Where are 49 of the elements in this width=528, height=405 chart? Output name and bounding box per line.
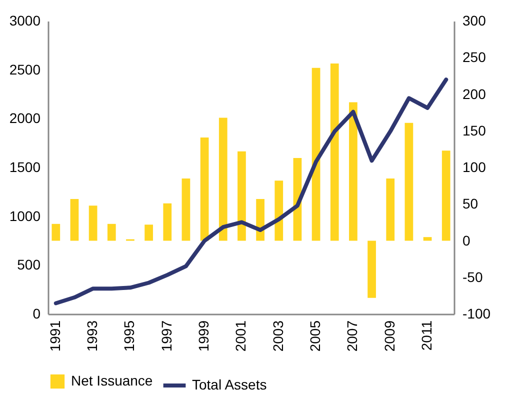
x-tick-label: 1997 xyxy=(158,320,174,352)
x-tick-label: 2009 xyxy=(381,320,398,352)
bar xyxy=(238,151,246,241)
bar xyxy=(88,206,98,241)
x-tick-label: 2003 xyxy=(270,320,286,352)
bar xyxy=(52,224,60,241)
y-tick-label: 500 xyxy=(17,256,41,273)
line-series xyxy=(54,78,448,306)
y-tick-label: 1500 xyxy=(9,159,41,175)
bar xyxy=(107,224,116,241)
y2-tick-label: -50 xyxy=(462,268,483,285)
bar xyxy=(200,137,209,241)
x-tick-label: 2001 xyxy=(232,320,249,352)
bar xyxy=(163,203,172,241)
bar xyxy=(330,63,339,241)
y2-tick-label: 200 xyxy=(462,86,486,102)
y2-tick-label: 300 xyxy=(462,12,486,28)
bar xyxy=(404,122,414,241)
x-tick-label: 2007 xyxy=(344,320,360,352)
y2-tick-label: -100 xyxy=(462,306,491,322)
bar xyxy=(182,178,190,241)
legend-label: Net Issuance xyxy=(71,372,153,388)
y2-tick-label: 50 xyxy=(462,196,478,212)
legend-label: Total Assets xyxy=(192,376,267,392)
bar xyxy=(218,118,228,241)
x-tick-label: 1999 xyxy=(196,320,212,352)
bar xyxy=(70,198,79,241)
x-tick-label: 1993 xyxy=(84,320,100,352)
bar xyxy=(442,150,450,241)
x-tick-label: 1995 xyxy=(121,320,138,352)
x-tick-label: 2011 xyxy=(418,320,435,351)
bar xyxy=(144,224,153,241)
y-tick-label: 2500 xyxy=(9,61,41,78)
y-tick-label: 0 xyxy=(32,306,41,322)
y-tick-label: 2000 xyxy=(9,110,41,126)
bar xyxy=(386,178,395,241)
y2-tick-label: 100 xyxy=(462,159,486,175)
y-tick-label: 1000 xyxy=(9,208,41,224)
bar xyxy=(274,180,284,241)
y2-tick-label: 150 xyxy=(462,122,486,138)
y2-tick-label: 250 xyxy=(462,49,486,66)
bar xyxy=(312,68,320,241)
y2-tick-label: 0 xyxy=(462,232,470,248)
bar xyxy=(423,237,432,241)
x-tick-label: 2005 xyxy=(307,320,324,352)
bar xyxy=(368,240,376,298)
y-tick-label: 3000 xyxy=(9,12,41,28)
x-tick-label: 1991 xyxy=(46,320,63,352)
bar xyxy=(349,102,358,241)
